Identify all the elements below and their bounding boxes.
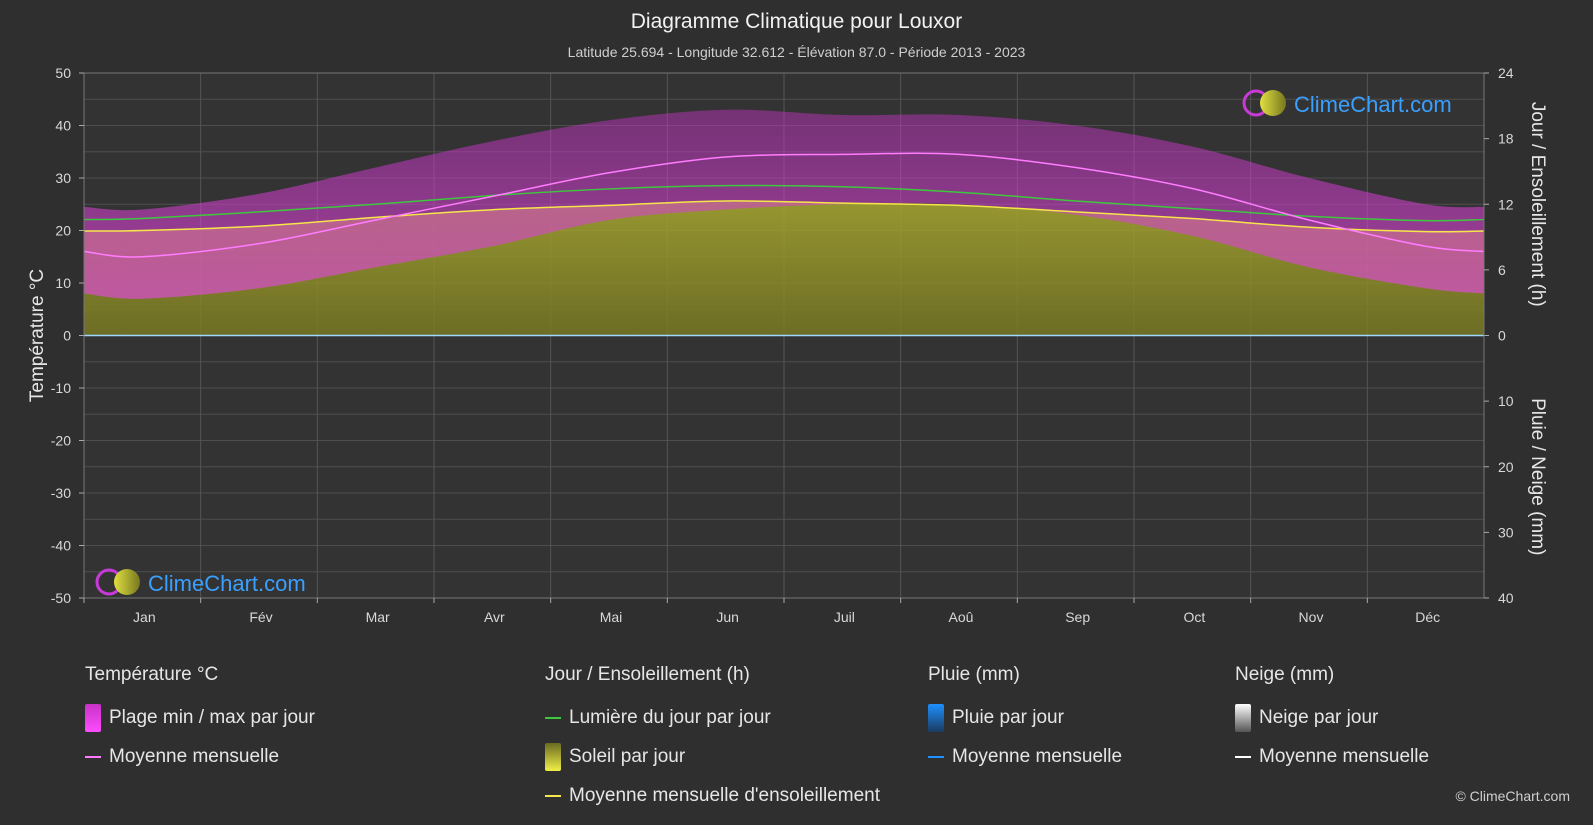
legend-label: Moyenne mensuelle — [1259, 745, 1430, 767]
y-right-mm-tick-label: 20 — [1498, 459, 1514, 475]
rain-mean-line-swatch — [928, 755, 944, 758]
y-right-hours-tick-label: 18 — [1498, 131, 1514, 147]
x-tick-label: Jan — [133, 609, 156, 625]
logo-sun-icon — [1260, 90, 1286, 116]
y-left-tick-label: 40 — [55, 118, 71, 134]
legend-item: Neige par jour — [1235, 698, 1429, 737]
logo-text: ClimeChart.com — [148, 571, 306, 596]
logo-top-right: ClimeChart.com — [1242, 89, 1452, 117]
legend-label: Moyenne mensuelle — [952, 745, 1123, 767]
x-tick-label: Fév — [249, 609, 272, 625]
chart-lines — [83, 152, 1485, 337]
legend-label: Plage min / max par jour — [109, 706, 315, 728]
x-tick-label: Juil — [834, 609, 855, 625]
x-tick-label: Oct — [1183, 609, 1205, 625]
legend-item: Moyenne mensuelle — [1235, 737, 1429, 776]
logo-text: ClimeChart.com — [1294, 92, 1452, 117]
legend-label: Pluie par jour — [952, 706, 1064, 728]
legend-label: Neige par jour — [1259, 706, 1379, 728]
daylight-line-swatch — [545, 716, 561, 719]
legend-item: Lumière du jour par jour — [545, 698, 880, 737]
y-right-hours-tick-label: 6 — [1498, 262, 1506, 278]
legend-item: Soleil par jour — [545, 737, 880, 776]
legend-item: Moyenne mensuelle — [928, 737, 1122, 776]
legend-item: Moyenne mensuelle d'ensoleillement — [545, 776, 880, 815]
y-left-tick-label: -40 — [51, 538, 71, 554]
daylight-line — [83, 184, 1485, 222]
legend-heading: Température °C — [85, 664, 219, 685]
x-tick-label: Mai — [600, 609, 623, 625]
legend-heading: Jour / Ensoleillement (h) — [545, 664, 750, 685]
y-right-hours-tick-label: 0 — [1498, 328, 1506, 344]
y-right-mm-tick-label: 10 — [1498, 393, 1514, 409]
mean-line-swatch — [85, 755, 101, 758]
x-tick-label: Jun — [716, 609, 739, 625]
x-tick-label: Aoû — [949, 609, 974, 625]
legend-item: Pluie par jour — [928, 698, 1122, 737]
y-left-tick-label: -20 — [51, 433, 71, 449]
legend-label: Lumière du jour par jour — [569, 706, 771, 728]
legend-sun: Jour / Ensoleillement (h) Lumière du jou… — [545, 664, 880, 815]
legend-rain: Pluie (mm) Pluie par jour Moyenne mensue… — [928, 664, 1122, 776]
chart-subtitle: Latitude 25.694 - Longitude 32.612 - Élé… — [567, 44, 1026, 60]
legend-heading: Pluie (mm) — [928, 664, 1020, 685]
y-left-tick-label: -30 — [51, 485, 71, 501]
y-left-tick-label: 30 — [55, 170, 71, 186]
x-tick-label: Mar — [366, 609, 390, 625]
sunshine-swatch — [545, 742, 561, 771]
y-right-bottom-axis-title: Pluie / Neige (mm) — [1527, 398, 1548, 555]
legend-temperature: Température °C Plage min / max par jour … — [85, 664, 315, 776]
rain-swatch — [928, 703, 944, 732]
y-left-tick-label: -10 — [51, 380, 71, 396]
chart-title: Diagramme Climatique pour Louxor — [630, 10, 963, 33]
x-tick-label: Avr — [484, 609, 505, 625]
legend-snow: Neige (mm) Neige par jour Moyenne mensue… — [1235, 664, 1429, 776]
copyright: © ClimeChart.com — [1455, 788, 1570, 804]
snow-swatch — [1235, 703, 1251, 732]
x-tick-label: Déc — [1415, 609, 1440, 625]
y-right-mm-tick-label: 40 — [1498, 590, 1514, 606]
temperature-range-band — [84, 109, 1484, 299]
legend-heading: Neige (mm) — [1235, 664, 1335, 685]
range-swatch — [85, 703, 101, 732]
y-right-top-axis-title: Jour / Ensoleillement (h) — [1527, 102, 1548, 307]
temperature-mean-line — [83, 152, 1485, 258]
y-right-hours-tick-label: 12 — [1498, 196, 1514, 212]
y-right-mm-tick-label: 30 — [1498, 524, 1514, 540]
axis-labels: 50 40 30 20 10 0 -10 -20 -30 -40 -50 24 18 12 6 0 10 20 30… — [27, 65, 1548, 625]
y-right-hours-tick-label: 24 — [1498, 65, 1514, 81]
x-tick-label: Nov — [1299, 609, 1324, 625]
y-left-tick-label: 10 — [55, 275, 71, 291]
snow-mean-line-swatch — [1235, 755, 1251, 758]
y-left-tick-label: 0 — [63, 328, 71, 344]
legend-item: Plage min / max par jour — [85, 698, 315, 737]
legend-label: Moyenne mensuelle d'ensoleillement — [569, 784, 880, 806]
legend-label: Moyenne mensuelle — [109, 745, 280, 767]
axes — [79, 72, 1489, 603]
sunshine-mean-line-swatch — [545, 794, 561, 797]
y-left-tick-label: -50 — [51, 590, 71, 606]
chart-areas — [84, 109, 1484, 336]
legend-label: Soleil par jour — [569, 745, 686, 767]
logo-sun-icon — [114, 569, 140, 595]
x-tick-label: Sep — [1065, 609, 1090, 625]
logo-bottom-left: ClimeChart.com — [95, 568, 306, 596]
y-left-axis-title: Température °C — [27, 269, 48, 402]
legend-item: Moyenne mensuelle — [85, 737, 315, 776]
y-left-tick-label: 50 — [55, 65, 71, 81]
y-left-tick-label: 20 — [55, 223, 71, 239]
sunshine-mean-line — [83, 200, 1485, 233]
